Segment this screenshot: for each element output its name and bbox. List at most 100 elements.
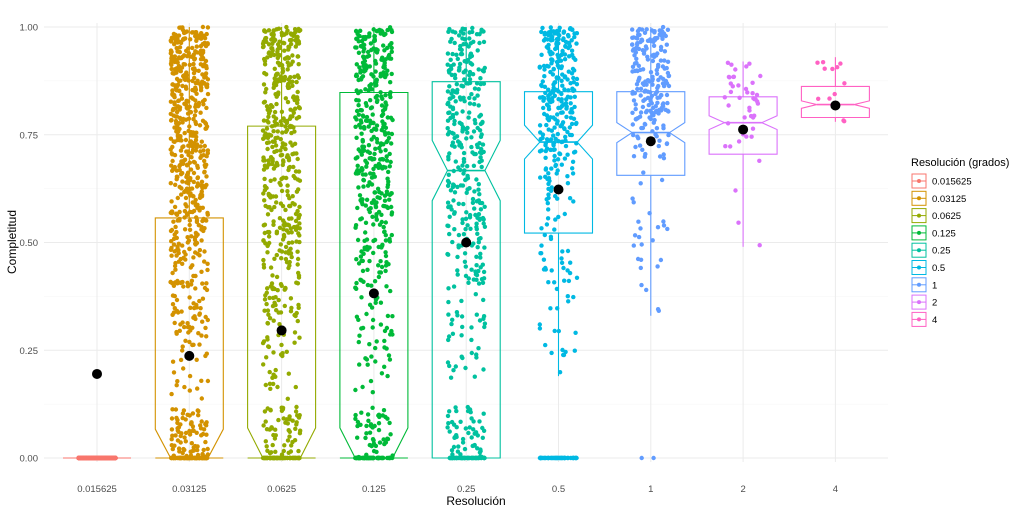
data-point	[363, 220, 369, 225]
data-point	[179, 96, 185, 101]
x-axis-title: Resolución	[446, 494, 505, 508]
data-point	[566, 278, 572, 284]
data-point	[731, 74, 736, 80]
data-point	[185, 235, 190, 240]
data-point	[202, 249, 207, 254]
data-point	[541, 105, 546, 111]
data-point	[550, 34, 555, 40]
data-point	[266, 312, 271, 317]
data-point	[198, 306, 203, 311]
data-point	[571, 75, 576, 81]
data-point	[374, 99, 380, 105]
data-point	[375, 140, 380, 145]
data-point	[653, 91, 658, 97]
y-tick-label: 0.00	[20, 454, 39, 465]
data-point	[457, 95, 463, 100]
data-point	[363, 435, 368, 441]
data-point	[466, 280, 471, 285]
data-point	[468, 226, 473, 231]
data-point	[386, 262, 391, 267]
data-point	[274, 148, 279, 154]
data-point	[388, 94, 393, 100]
data-point	[180, 261, 185, 266]
data-point	[201, 228, 206, 234]
data-point	[271, 432, 276, 438]
data-point	[370, 214, 375, 219]
data-point	[463, 365, 468, 371]
data-point	[260, 128, 266, 133]
data-point	[199, 189, 204, 194]
data-point	[370, 405, 375, 410]
data-point	[179, 309, 184, 314]
data-point	[188, 265, 193, 270]
data-point	[374, 123, 380, 128]
data-point	[549, 166, 554, 171]
data-point	[744, 134, 749, 139]
data-point	[271, 350, 276, 355]
data-point	[182, 227, 188, 232]
data-point	[463, 264, 468, 269]
legend-key-point	[917, 213, 921, 218]
data-point	[262, 297, 268, 302]
data-point	[263, 203, 268, 209]
data-point	[654, 126, 660, 131]
data-point	[168, 247, 174, 252]
data-point	[445, 132, 451, 137]
data-point	[361, 184, 366, 189]
data-point	[371, 171, 376, 176]
data-point	[470, 443, 475, 449]
data-point	[173, 106, 178, 111]
data-point	[354, 117, 359, 122]
data-point	[189, 130, 194, 135]
data-point	[295, 256, 301, 262]
legend-label: 0.5	[932, 263, 945, 274]
data-point	[373, 61, 379, 66]
data-point	[203, 126, 209, 131]
data-point	[559, 91, 564, 97]
legend-key	[911, 242, 927, 258]
data-point	[276, 90, 281, 95]
data-point	[476, 187, 481, 192]
data-point	[176, 241, 181, 246]
data-point	[174, 114, 180, 119]
data-point	[548, 25, 553, 30]
data-point	[474, 32, 480, 37]
data-point	[204, 84, 210, 90]
data-point	[274, 229, 280, 234]
data-point	[631, 35, 636, 40]
data-point	[474, 224, 479, 230]
data-point	[264, 355, 269, 360]
data-point	[175, 417, 180, 423]
x-tick-label: 0.0625	[267, 484, 296, 495]
legend-key-point	[917, 282, 921, 287]
data-point	[542, 232, 547, 238]
data-point	[170, 433, 175, 438]
data-point	[389, 45, 394, 51]
data-point	[270, 375, 275, 380]
data-point	[181, 366, 186, 371]
legend-label: 0.015625	[932, 177, 972, 188]
data-point	[271, 381, 276, 387]
data-point	[387, 151, 392, 157]
data-point	[563, 134, 568, 140]
data-point	[664, 42, 669, 47]
mean-marker	[276, 325, 287, 336]
data-point	[270, 442, 275, 448]
data-point	[473, 269, 478, 274]
data-point	[757, 243, 762, 248]
data-point	[562, 87, 567, 92]
data-point	[539, 83, 544, 89]
data-point	[631, 132, 636, 138]
data-point	[648, 108, 653, 114]
data-point	[659, 29, 664, 34]
data-point	[271, 114, 276, 119]
data-point	[178, 357, 184, 363]
data-point	[750, 115, 756, 120]
data-point	[190, 87, 195, 93]
legend: Resolución (grados) 0.0156250.031250.062…	[911, 157, 1009, 327]
data-point	[382, 345, 387, 350]
legend-key-point	[917, 248, 921, 253]
data-point	[174, 109, 180, 115]
data-point	[374, 449, 379, 455]
data-point	[450, 88, 455, 93]
